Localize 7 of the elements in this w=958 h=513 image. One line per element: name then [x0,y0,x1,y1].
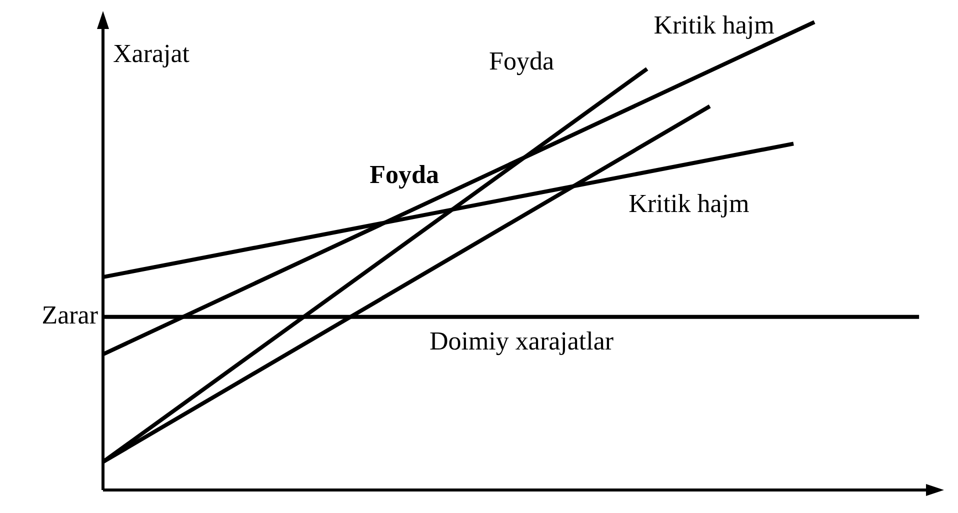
annotation: Foyda [489,46,554,76]
y-axis-title: Xarajat [113,38,190,68]
annotation: Kritik hajm [654,10,774,40]
annotation: Doimiy xarajatlar [429,326,614,356]
text: Zarar [42,300,98,330]
annotation: Foyda [370,160,439,190]
annotation: Kritik hajm [628,188,750,218]
